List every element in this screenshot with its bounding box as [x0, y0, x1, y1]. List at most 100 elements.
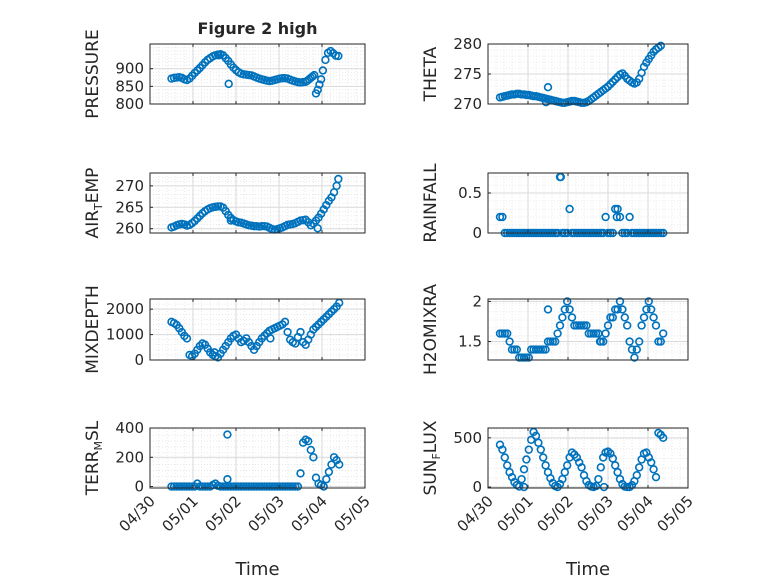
data-point [582, 321, 591, 330]
data-point [239, 482, 248, 491]
data-point [315, 80, 324, 89]
data-point [229, 482, 238, 491]
y-axis-label: H2OMIXRA [421, 284, 441, 375]
data-point [180, 482, 189, 491]
y-axis-label: RAINFALL [421, 163, 441, 243]
data-point [594, 474, 603, 484]
data-point [556, 172, 565, 182]
data-point [634, 463, 644, 472]
data-point [322, 475, 331, 484]
data-point [224, 79, 233, 89]
data-point [644, 297, 653, 306]
y-axis-label-subscript: F [430, 453, 443, 459]
y-tick-label: 270 [115, 177, 144, 195]
data-point [610, 75, 620, 84]
data-point [642, 305, 651, 314]
data-point [618, 69, 627, 78]
y-tick-label: 1.5 [458, 333, 482, 351]
data-point [257, 221, 266, 231]
data-point [567, 313, 577, 322]
data-point [646, 305, 656, 314]
data-point [296, 327, 305, 337]
data-point [555, 321, 565, 330]
data-point [517, 474, 526, 484]
y-tick-label: 850 [115, 77, 144, 95]
data-point [613, 468, 622, 477]
data-point [223, 430, 232, 439]
data-point [577, 463, 586, 472]
data-point [216, 482, 225, 491]
data-point [313, 85, 322, 95]
data-point [280, 317, 290, 327]
data-point [498, 212, 507, 222]
data-point [167, 482, 176, 491]
y-tick-label: 0 [134, 478, 144, 496]
data-point [560, 305, 569, 314]
data-point [615, 212, 625, 222]
subplot-2: 270 275 280 THETA [421, 35, 689, 113]
plot-area [488, 173, 688, 233]
data-point [524, 445, 533, 454]
data-point [608, 313, 617, 322]
data-point [214, 51, 224, 60]
data-point [565, 305, 574, 314]
data-point [519, 465, 529, 474]
data-point [231, 482, 241, 491]
data-point [649, 465, 658, 474]
y-axis-label: TERRMSL [83, 420, 105, 496]
data-point [608, 454, 617, 463]
data-point [293, 482, 303, 491]
data-point [236, 482, 246, 491]
data-point [601, 329, 610, 338]
data-series [167, 430, 344, 491]
data-point [651, 472, 661, 482]
y-tick-label: 2000 [106, 300, 144, 318]
data-point [283, 482, 292, 491]
data-point [649, 47, 658, 56]
data-point [536, 445, 545, 454]
data-point [260, 482, 269, 491]
data-point [324, 467, 334, 477]
y-tick-label: 900 [115, 60, 144, 78]
subplot-3: 260 265 270 AIRTEMP [83, 168, 366, 238]
data-point [632, 471, 641, 480]
data-point [327, 460, 336, 469]
data-point [613, 204, 622, 214]
y-axis-label: PRESSURE [83, 29, 103, 118]
data-point [226, 482, 236, 491]
data-point [296, 469, 305, 478]
data-point [244, 482, 254, 491]
data-point [524, 353, 533, 362]
y-axis-label-subscript: M [92, 441, 105, 451]
data-point [625, 212, 634, 222]
data-point [562, 461, 572, 470]
data-point [637, 321, 646, 330]
data-point [531, 431, 541, 441]
x-axis-label: Time [234, 559, 279, 580]
data-point [252, 482, 261, 491]
y-tick-label: 0 [134, 351, 144, 369]
y-axis-label: THETA [421, 46, 441, 102]
data-series [495, 427, 668, 492]
subplot-4: 0 0.5 RAINFALL [421, 163, 689, 243]
data-point [319, 482, 328, 491]
data-point [265, 482, 274, 491]
data-point [198, 482, 207, 491]
data-point [280, 482, 290, 491]
data-point [308, 72, 317, 81]
data-point [249, 482, 259, 491]
data-point [615, 297, 625, 306]
data-point [182, 334, 192, 343]
data-point [310, 70, 319, 80]
data-point [270, 482, 279, 491]
y-axis-label: MIXDEPTH [83, 285, 103, 374]
y-tick-label: 275 [453, 65, 482, 83]
data-point [334, 174, 343, 184]
data-point [550, 337, 560, 346]
data-point [257, 482, 266, 491]
data-point [632, 345, 641, 354]
data-point [658, 433, 668, 443]
data-point [318, 66, 328, 75]
data-point [255, 482, 264, 491]
